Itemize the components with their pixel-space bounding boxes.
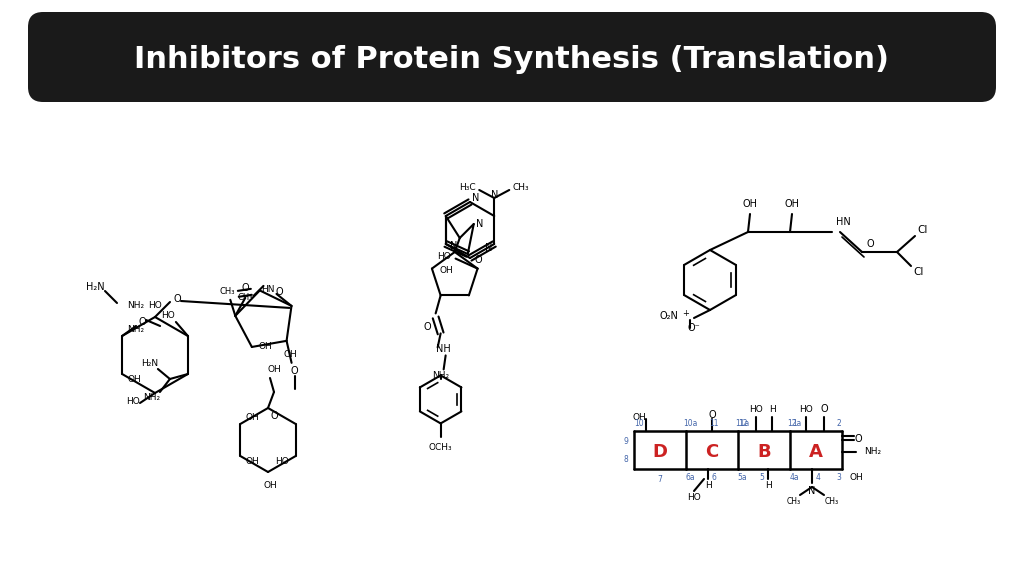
Text: O: O (474, 255, 482, 266)
Text: 8: 8 (624, 454, 629, 464)
Text: HN: HN (261, 286, 274, 294)
Text: 3: 3 (837, 472, 842, 482)
Text: H₂N: H₂N (86, 282, 104, 292)
Text: HN: HN (836, 217, 851, 227)
Text: N: N (476, 219, 483, 229)
Text: HO: HO (126, 396, 140, 406)
Text: 5: 5 (760, 472, 765, 482)
Text: OCH₃: OCH₃ (429, 443, 453, 452)
Text: O: O (291, 366, 298, 376)
Text: N: N (472, 193, 479, 203)
Text: O: O (424, 323, 431, 332)
Text: OH: OH (439, 266, 453, 275)
Text: H₃C: H₃C (460, 184, 476, 192)
Text: CH₃: CH₃ (238, 293, 253, 302)
Text: OH: OH (784, 199, 800, 209)
Text: 2: 2 (837, 419, 842, 427)
Text: H: H (769, 404, 775, 414)
FancyBboxPatch shape (28, 12, 996, 102)
Text: A: A (809, 443, 823, 461)
Text: HO: HO (274, 457, 289, 465)
Text: OH: OH (259, 343, 272, 351)
Text: 6a: 6a (685, 472, 695, 482)
Text: N: N (490, 190, 498, 200)
Text: 7: 7 (657, 475, 663, 483)
Text: N: N (451, 241, 458, 251)
Text: B: B (757, 443, 771, 461)
Text: O⁻: O⁻ (688, 323, 700, 333)
Text: H: H (705, 480, 712, 490)
Text: O: O (242, 283, 249, 293)
Text: 11a: 11a (735, 419, 750, 427)
Text: OH: OH (742, 199, 758, 209)
Text: H₂N: H₂N (141, 359, 159, 369)
Text: 9: 9 (624, 437, 629, 445)
Text: HO: HO (161, 312, 175, 320)
Text: NH₂: NH₂ (432, 371, 450, 380)
Text: 10: 10 (634, 419, 644, 427)
Text: NH₂: NH₂ (127, 301, 144, 309)
Text: CH₃: CH₃ (825, 497, 839, 506)
Text: O: O (820, 404, 827, 414)
Text: Cl: Cl (918, 225, 928, 235)
Text: HO: HO (687, 492, 700, 502)
Text: O: O (138, 317, 145, 327)
Text: O: O (275, 287, 284, 297)
Text: Cl: Cl (913, 267, 925, 277)
Text: Inhibitors of Protein Synthesis (Translation): Inhibitors of Protein Synthesis (Transla… (134, 46, 890, 74)
Text: OH: OH (849, 472, 863, 482)
Text: 12a: 12a (786, 419, 801, 427)
Text: O: O (173, 294, 181, 304)
Text: O: O (866, 239, 873, 249)
Text: N: N (484, 243, 492, 253)
Text: O₂N: O₂N (659, 311, 678, 321)
Text: 4: 4 (815, 472, 820, 482)
Text: 6: 6 (712, 472, 717, 482)
Text: HO: HO (436, 252, 451, 261)
Text: H: H (765, 480, 771, 490)
Text: NH: NH (436, 344, 451, 354)
Text: CH₃: CH₃ (219, 287, 236, 296)
Text: HO: HO (799, 404, 813, 414)
Text: +: + (683, 309, 689, 319)
Text: O: O (709, 410, 716, 420)
Text: HO: HO (148, 301, 162, 309)
Text: OH: OH (632, 412, 646, 422)
Text: 1: 1 (793, 419, 798, 427)
Text: O: O (854, 434, 862, 444)
Text: OH: OH (284, 350, 297, 359)
Text: HO: HO (750, 404, 763, 414)
Text: D: D (652, 443, 668, 461)
Text: 4a: 4a (790, 472, 799, 482)
Text: 12: 12 (738, 419, 748, 427)
Text: OH: OH (127, 376, 141, 385)
Text: OH: OH (263, 482, 276, 491)
Text: OH: OH (246, 457, 259, 465)
Text: CH₃: CH₃ (512, 184, 528, 192)
Text: NH₂: NH₂ (128, 325, 144, 335)
Text: NH₂: NH₂ (864, 448, 881, 457)
Text: OH: OH (246, 414, 259, 423)
Text: CH₃: CH₃ (786, 497, 801, 506)
Text: C: C (706, 443, 719, 461)
Text: N: N (808, 486, 816, 496)
Text: OH: OH (267, 366, 281, 374)
Text: O: O (270, 411, 278, 421)
Text: 11: 11 (710, 419, 719, 427)
Text: NH₂: NH₂ (143, 393, 161, 403)
Text: 5a: 5a (737, 472, 746, 482)
Text: 10a: 10a (683, 419, 697, 427)
